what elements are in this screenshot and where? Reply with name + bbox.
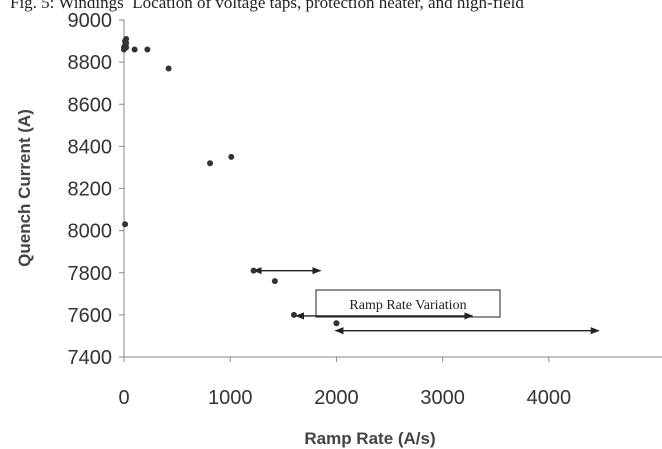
- y-tick-label: 7600: [68, 305, 113, 327]
- data-point: [123, 40, 130, 47]
- y-tick-label: 7400: [68, 347, 113, 369]
- data-point: [207, 160, 214, 167]
- data-point: [250, 267, 257, 274]
- tick-labels: 7400 7600 7800 8000 8200 8400 8600 8800 9000 0 100…: [68, 10, 572, 409]
- figure-caption: Fig. 5: Windings Location of voltage tap…: [10, 0, 524, 12]
- y-tick-label: 8200: [68, 179, 113, 201]
- data-point: [290, 311, 297, 318]
- y-tick-label: 8000: [68, 221, 113, 243]
- annotation-box: [315, 289, 501, 318]
- data-point: [165, 65, 172, 72]
- x-tick-label: 2000: [314, 387, 359, 409]
- data-point: [144, 46, 151, 53]
- x-tick-label: 1000: [208, 387, 253, 409]
- x-tick-label: 4000: [527, 387, 572, 409]
- data-point: [228, 153, 235, 160]
- x-tick-label: 3000: [420, 387, 465, 409]
- data-point: [333, 320, 340, 327]
- data-points: [121, 35, 340, 327]
- y-tick-label: 7800: [68, 263, 113, 285]
- data-point: [271, 278, 278, 285]
- range-arrows: [252, 267, 600, 335]
- data-point: [123, 35, 130, 42]
- data-point: [123, 44, 130, 51]
- x-tick-label: 0: [118, 387, 129, 409]
- y-tick-label: 8800: [68, 52, 113, 74]
- x-axis-title: Ramp Rate (A/s): [304, 429, 435, 448]
- data-point: [131, 46, 138, 53]
- y-tick-label: 8400: [68, 136, 113, 158]
- y-tick-label: 8600: [68, 94, 113, 116]
- annotation-label: Ramp Rate Variation: [349, 298, 466, 313]
- data-point: [122, 221, 129, 228]
- y-tick-label: 9000: [68, 10, 113, 32]
- y-axis-title: Quench Current (A): [15, 109, 34, 267]
